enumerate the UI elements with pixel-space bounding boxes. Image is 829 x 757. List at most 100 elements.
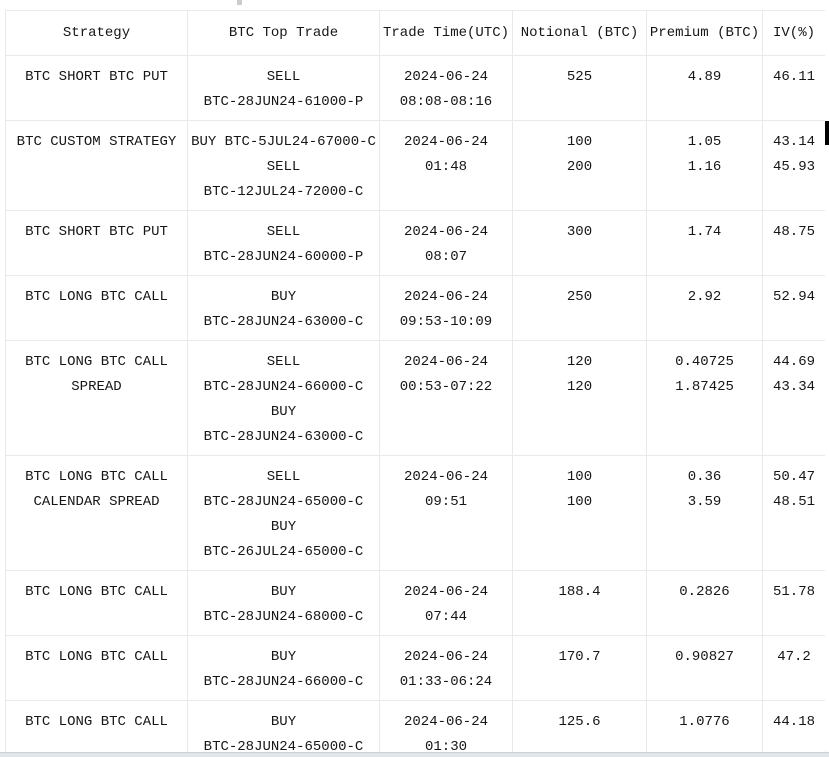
header-strategy: Strategy — [5, 10, 188, 56]
cell-line: 07:44 — [424, 609, 467, 625]
cell-strategy: BTC LONG BTC CALL — [5, 570, 188, 636]
cell-trade: BUY BTC-28JUN24-68000-C — [187, 570, 380, 636]
cell-strategy: BTC LONG BTC CALL CALENDAR SPREAD — [5, 455, 188, 571]
header-row: Strategy BTC Top Trade Trade Time(UTC) N… — [5, 10, 826, 56]
cell-time: 2024-06-24 01:30 — [379, 700, 513, 757]
cell-line: BUY — [270, 649, 297, 665]
cell-line: 08:08-08:16 — [399, 94, 493, 110]
cell-line: BTC SHORT BTC PUT — [25, 224, 168, 240]
cell-line: BTC LONG BTC CALL — [25, 714, 168, 730]
cell-line: 2024-06-24 — [403, 134, 488, 150]
table-row: BTC LONG BTC CALL CALENDAR SPREAD SELL BTC-… — [5, 455, 826, 571]
cell-time: 2024-06-24 08:08-08:16 — [379, 55, 513, 121]
cell-line: BTC LONG BTC CALL — [25, 649, 168, 665]
cell-line: 250 — [566, 289, 593, 305]
cell-iv: 47.2 — [762, 635, 826, 701]
cell-premium: 1.74 — [646, 210, 763, 276]
cell-line: 51.78 — [772, 584, 815, 600]
cell-time: 2024-06-24 08:07 — [379, 210, 513, 276]
cell-time: 2024-06-24 07:44 — [379, 570, 513, 636]
cell-line: BTC-28JUN24-65000-C — [203, 739, 364, 755]
cell-strategy: BTC LONG BTC CALL — [5, 635, 188, 701]
cell-line: BTC CUSTOM STRATEGY — [16, 134, 177, 150]
table-row: BTC SHORT BTC PUT SELL BTC-28JUN24-61000-P… — [5, 55, 826, 121]
cell-line: SELL — [266, 159, 301, 175]
cell-line: 00:53-07:22 — [399, 379, 493, 395]
cell-notional: 525 — [512, 55, 647, 121]
cell-line: 120 — [566, 354, 593, 370]
cell-trade: BUY BTC-5JUL24-67000-C SELL BTC-12JUL24-72… — [187, 120, 380, 211]
cell-premium: 4.89 — [646, 55, 763, 121]
cell-strategy: BTC LONG BTC CALL — [5, 275, 188, 341]
cell-line: 2.92 — [687, 289, 722, 305]
cell-line: 4.89 — [687, 69, 722, 85]
cell-notional: 250 — [512, 275, 647, 341]
cell-line: BUY — [270, 584, 297, 600]
cell-line: 1.16 — [687, 159, 722, 175]
cell-line: 43.34 — [772, 379, 815, 395]
cell-line: 100 — [566, 494, 593, 510]
cell-strategy: BTC SHORT BTC PUT — [5, 210, 188, 276]
cell-line: 100 — [566, 134, 593, 150]
cell-line: BTC LONG BTC CALL — [25, 289, 168, 305]
cell-line: BTC LONG BTC CALL — [25, 584, 168, 600]
cell-time: 2024-06-24 09:51 — [379, 455, 513, 571]
cell-line: BTC-28JUN24-63000-C — [203, 429, 364, 445]
cell-line: 50.47 — [772, 469, 815, 485]
cell-premium: 0.36 3.59 — [646, 455, 763, 571]
cell-premium: 0.2826 — [646, 570, 763, 636]
top-trades-table: Strategy BTC Top Trade Trade Time(UTC) N… — [5, 10, 826, 757]
cell-line: BTC-28JUN24-60000-P — [203, 249, 364, 265]
cell-line: BTC-28JUN24-65000-C — [203, 494, 364, 510]
cell-line: SELL — [266, 224, 301, 240]
horizontal-scrollbar[interactable] — [0, 752, 829, 757]
cell-line: 45.93 — [772, 159, 815, 175]
cell-line: BTC-28JUN24-61000-P — [203, 94, 364, 110]
cell-line: 2024-06-24 — [403, 714, 488, 730]
vertical-scrollbar[interactable] — [825, 10, 829, 751]
cell-trade: SELL BTC-28JUN24-60000-P — [187, 210, 380, 276]
cell-line: 2024-06-24 — [403, 354, 488, 370]
cell-line: 0.40725 — [675, 354, 734, 370]
table-row: BTC LONG BTC CALL SPREAD SELL BTC-28JUN24-6… — [5, 340, 826, 456]
cell-notional: 170.7 — [512, 635, 647, 701]
cell-line: 125.6 — [558, 714, 601, 730]
cell-iv: 44.18 — [762, 700, 826, 757]
cell-line: 170.7 — [558, 649, 601, 665]
table-header: Strategy BTC Top Trade Trade Time(UTC) N… — [5, 10, 826, 56]
cell-strategy: BTC CUSTOM STRATEGY — [5, 120, 188, 211]
cell-time: 2024-06-24 09:53-10:09 — [379, 275, 513, 341]
cell-trade: BUY BTC-28JUN24-66000-C — [187, 635, 380, 701]
cell-line: 2024-06-24 — [403, 69, 488, 85]
vertical-scrollbar-thumb[interactable] — [825, 121, 829, 145]
header-premium: Premium (BTC) — [646, 10, 763, 56]
cell-trade: BUY BTC-28JUN24-63000-C — [187, 275, 380, 341]
cell-notional: 100 100 — [512, 455, 647, 571]
cell-notional: 120 120 — [512, 340, 647, 456]
cell-line: 120 — [566, 379, 593, 395]
cell-line: 01:48 — [424, 159, 467, 175]
cell-premium: 1.0776 — [646, 700, 763, 757]
cell-time: 2024-06-24 01:48 — [379, 120, 513, 211]
cell-premium: 0.40725 1.87425 — [646, 340, 763, 456]
cell-line: 100 — [566, 469, 593, 485]
cell-line: 525 — [566, 69, 593, 85]
top-edge-artifact — [237, 0, 242, 5]
cell-iv: 48.75 — [762, 210, 826, 276]
top-trades-table-container: Strategy BTC Top Trade Trade Time(UTC) N… — [5, 10, 826, 757]
cell-line: BTC-12JUL24-72000-C — [203, 184, 364, 200]
cell-line: BUY BTC-5JUL24-67000-C — [191, 134, 376, 150]
cell-line: 01:30 — [424, 739, 467, 755]
cell-notional: 100 200 — [512, 120, 647, 211]
cell-iv: 46.11 — [762, 55, 826, 121]
table-body: BTC SHORT BTC PUT SELL BTC-28JUN24-61000-P… — [5, 55, 826, 757]
cell-iv: 43.14 45.93 — [762, 120, 826, 211]
cell-premium: 1.05 1.16 — [646, 120, 763, 211]
cell-line: 0.36 — [687, 469, 722, 485]
table-row: BTC LONG BTC CALL BUY BTC-28JUN24-68000-C 2… — [5, 570, 826, 636]
cell-line: 48.51 — [772, 494, 815, 510]
cell-trade: BUY BTC-28JUN24-65000-C — [187, 700, 380, 757]
cell-trade: SELL BTC-28JUN24-61000-P — [187, 55, 380, 121]
cell-line: 2024-06-24 — [403, 584, 488, 600]
